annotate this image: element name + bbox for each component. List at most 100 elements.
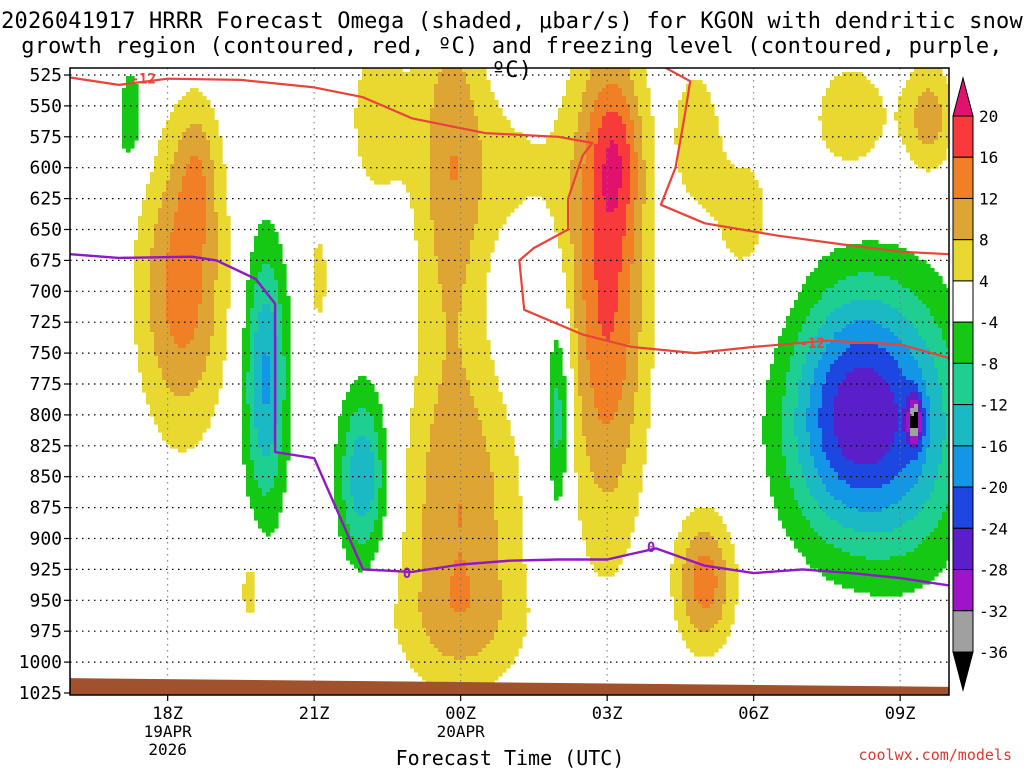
omega-cell (646, 248, 651, 253)
omega-cell (250, 260, 255, 265)
omega-cell (418, 224, 423, 229)
omega-cell (498, 188, 503, 193)
omega-cell (450, 76, 455, 81)
omega-cell (634, 264, 639, 269)
omega-cell (854, 108, 859, 113)
omega-cell (718, 208, 723, 213)
omega-cell (598, 196, 603, 201)
omega-cell (490, 228, 495, 233)
omega-cell (274, 252, 279, 257)
omega-cell (166, 260, 171, 265)
omega-cell (162, 232, 167, 237)
omega-cell (598, 76, 603, 81)
omega-cell (158, 200, 163, 205)
omega-cell (138, 248, 143, 253)
omega-cell (454, 184, 459, 189)
omega-cell (466, 160, 471, 165)
omega-cell (578, 136, 583, 141)
omega-cell (166, 188, 171, 193)
omega-cell (442, 136, 447, 141)
omega-cell (138, 220, 143, 225)
omega-cell (606, 108, 611, 113)
omega-cell (630, 248, 635, 253)
omega-cell (166, 220, 171, 225)
omega-cell (594, 200, 599, 205)
omega-cell (626, 156, 631, 161)
omega-cell (586, 256, 591, 261)
omega-cell (406, 148, 411, 153)
omega-cell (894, 264, 899, 269)
omega-cell (586, 68, 591, 73)
omega-cell (562, 104, 567, 109)
omega-cell (618, 172, 623, 177)
omega-cell (486, 96, 491, 101)
omega-cell (690, 112, 695, 117)
omega-cell (730, 236, 735, 241)
omega-cell (454, 80, 459, 85)
omega-cell (710, 180, 715, 185)
omega-cell (190, 212, 195, 217)
omega-cell (826, 120, 831, 125)
omega-cell (830, 132, 835, 137)
omega-cell (478, 168, 483, 173)
omega-cell (550, 204, 555, 209)
omega-cell (614, 172, 619, 177)
omega-cell (534, 184, 539, 189)
omega-cell (494, 176, 499, 181)
omega-cell (178, 156, 183, 161)
omega-cell (462, 164, 467, 169)
omega-cell (838, 252, 843, 257)
omega-cell (418, 244, 423, 249)
omega-cell (526, 148, 531, 153)
omega-cell (846, 96, 851, 101)
omega-cell (462, 248, 467, 253)
omega-cell (510, 172, 515, 177)
omega-cell (498, 136, 503, 141)
omega-cell (370, 160, 375, 165)
omega-cell (554, 228, 559, 233)
omega-cell (630, 212, 635, 217)
omega-cell (570, 168, 575, 173)
omega-cell (570, 80, 575, 85)
omega-cell (186, 96, 191, 101)
omega-cell (454, 112, 459, 117)
omega-cell (438, 108, 443, 113)
omega-cell (134, 92, 139, 97)
omega-cell (458, 80, 463, 85)
omega-cell (726, 204, 731, 209)
omega-cell (470, 68, 475, 73)
omega-cell (214, 148, 219, 153)
omega-cell (578, 176, 583, 181)
omega-cell (458, 220, 463, 225)
omega-cell (750, 236, 755, 241)
omega-cell (202, 216, 207, 221)
omega-cell (166, 152, 171, 157)
omega-cell (414, 168, 419, 173)
omega-cell (486, 228, 491, 233)
omega-cell (618, 184, 623, 189)
omega-cell (626, 212, 631, 217)
omega-cell (594, 120, 599, 125)
omega-cell (610, 188, 615, 193)
omega-cell (498, 112, 503, 117)
omega-cell (478, 184, 483, 189)
omega-cell (222, 164, 227, 169)
omega-cell (458, 68, 463, 73)
omega-cell (386, 148, 391, 153)
omega-cell (442, 252, 447, 257)
omega-cell (618, 104, 623, 109)
omega-cell (414, 172, 419, 177)
omega-cell (610, 236, 615, 241)
omega-cell (198, 140, 203, 145)
omega-cell (630, 220, 635, 225)
omega-cell (482, 216, 487, 221)
omega-cell (470, 172, 475, 177)
omega-cell (126, 132, 131, 137)
omega-cell (850, 264, 855, 269)
omega-cell (698, 144, 703, 149)
omega-cell (930, 152, 935, 157)
omega-cell (602, 100, 607, 105)
omega-cell (430, 108, 435, 113)
omega-cell (434, 252, 439, 257)
omega-cell (838, 96, 843, 101)
